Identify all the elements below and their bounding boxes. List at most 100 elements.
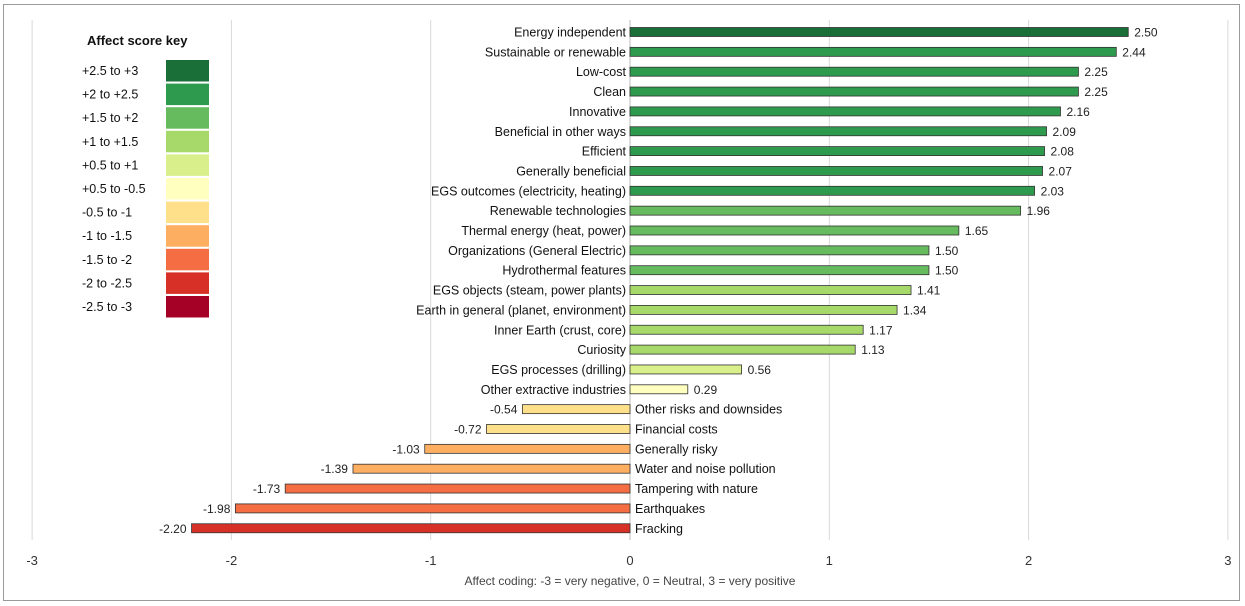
bar <box>629 166 1043 176</box>
value-label: -1.39 <box>321 462 349 476</box>
bar <box>521 404 631 415</box>
category-label: Fracking <box>635 522 683 536</box>
category-label: Curiosity <box>577 343 626 357</box>
legend-swatch <box>166 130 209 153</box>
bar <box>352 463 631 474</box>
legend-swatch <box>166 272 209 294</box>
x-tick-label: -1 <box>425 553 437 568</box>
value-label: 0.29 <box>694 383 718 397</box>
category-label: Inner Earth (crust, core) <box>494 323 626 337</box>
legend-label: +1.5 to +2 <box>82 111 138 125</box>
bar <box>629 304 898 315</box>
legend-swatch <box>166 83 209 106</box>
category-label: Energy independent <box>514 26 626 40</box>
category-label: Renewable technologies <box>490 204 626 218</box>
category-label: Other risks and downsides <box>635 403 782 417</box>
value-label: 0.56 <box>748 363 772 377</box>
bar <box>629 225 960 236</box>
value-label: -0.72 <box>454 423 482 437</box>
value-label: -0.54 <box>490 403 518 417</box>
bar <box>629 205 1022 216</box>
value-label: 1.34 <box>903 303 927 317</box>
value-label: 2.07 <box>1049 164 1073 178</box>
category-label: Generally risky <box>635 442 718 456</box>
category-label: EGS objects (steam, power plants) <box>433 284 626 298</box>
legend-label: -2 to -2.5 <box>82 276 132 290</box>
category-label: Tampering with nature <box>635 482 758 496</box>
bar <box>629 364 743 375</box>
bar <box>629 66 1079 77</box>
legend-swatch <box>166 225 209 247</box>
value-label: 2.44 <box>1122 45 1146 59</box>
legend-label: +0.5 to -0.5 <box>82 182 146 196</box>
category-label: Clean <box>593 85 626 99</box>
value-label: 1.65 <box>965 224 989 238</box>
bar <box>629 265 930 276</box>
legend-label: +0.5 to +1 <box>82 158 138 172</box>
category-label: Earth in general (planet, environment) <box>416 303 626 317</box>
legend-label: -2.5 to -3 <box>82 300 132 314</box>
value-label: -1.98 <box>203 502 231 516</box>
bar <box>191 523 631 534</box>
legend-swatch <box>166 248 209 271</box>
category-label: EGS outcomes (electricity, heating) <box>431 184 626 198</box>
bar <box>424 443 631 454</box>
value-label: 2.50 <box>1134 26 1158 40</box>
bar <box>629 126 1047 137</box>
value-label: 2.25 <box>1084 65 1108 79</box>
category-label: EGS processes (drilling) <box>491 363 626 377</box>
category-label: Beneficial in other ways <box>495 125 626 139</box>
value-label: -1.03 <box>392 442 420 456</box>
x-tick-label: 3 <box>1224 553 1231 568</box>
category-label: Hydrothermal features <box>502 264 626 278</box>
category-label: Organizations (General Electric) <box>448 244 626 258</box>
legend-label: -1 to -1.5 <box>82 229 132 243</box>
category-label: Earthquakes <box>635 502 705 516</box>
value-label: 1.50 <box>935 244 959 258</box>
legend-swatch <box>166 296 209 318</box>
legend-swatch <box>166 60 209 82</box>
value-label: 2.16 <box>1066 105 1090 119</box>
value-label: 1.50 <box>935 264 959 278</box>
category-label: Thermal energy (heat, power) <box>461 224 626 238</box>
category-label: Financial costs <box>635 423 718 437</box>
legend-label: -0.5 to -1 <box>82 206 132 220</box>
value-label: 1.96 <box>1027 204 1051 218</box>
category-label: Innovative <box>569 105 626 119</box>
legend-swatch <box>166 154 209 176</box>
value-label: 2.09 <box>1053 125 1077 139</box>
bar <box>629 285 912 295</box>
bar <box>486 424 631 434</box>
bar <box>629 384 689 395</box>
value-label: -2.20 <box>159 522 187 536</box>
value-label: 2.08 <box>1051 145 1075 159</box>
x-tick-label: 1 <box>826 553 833 568</box>
bar <box>629 324 864 335</box>
x-tick-label: 2 <box>1025 553 1032 568</box>
legend-label: +1 to +1.5 <box>82 135 138 149</box>
value-label: 1.13 <box>861 343 885 357</box>
bar <box>629 146 1045 157</box>
category-label: Other extractive industries <box>481 383 626 397</box>
x-tick-label: 0 <box>626 553 633 568</box>
legend-swatch <box>166 178 209 200</box>
category-label: Sustainable or renewable <box>485 45 626 59</box>
value-label: 2.25 <box>1084 85 1108 99</box>
category-label: Generally beneficial <box>516 164 626 178</box>
x-tick-label: -2 <box>226 553 238 568</box>
value-label: 2.03 <box>1041 184 1065 198</box>
category-label: Efficient <box>582 145 627 159</box>
legend-swatch <box>166 107 209 129</box>
bar <box>629 27 1129 37</box>
bar <box>284 483 631 494</box>
x-axis-label: Affect coding: -3 = very negative, 0 = N… <box>465 574 796 588</box>
legend-title: Affect score key <box>87 33 188 48</box>
value-label: 1.41 <box>917 284 941 298</box>
bar <box>629 86 1079 97</box>
bar <box>234 503 631 514</box>
chart-frame <box>3 4 1240 601</box>
bar <box>629 185 1035 196</box>
bar <box>629 106 1061 117</box>
legend-label: +2.5 to +3 <box>82 64 138 78</box>
